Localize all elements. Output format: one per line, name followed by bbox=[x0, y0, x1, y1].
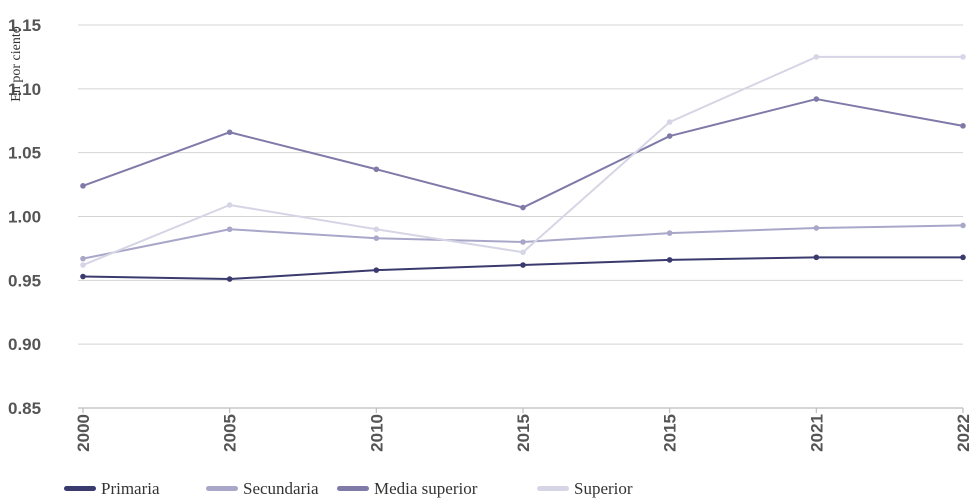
series-line bbox=[82, 55, 963, 266]
y-tick-label: 0.85 bbox=[8, 399, 41, 418]
y-tick-label: 0.95 bbox=[8, 271, 41, 290]
x-tick-label: 2005 bbox=[221, 414, 240, 452]
data-point bbox=[226, 202, 233, 208]
data-point bbox=[80, 273, 86, 280]
data-point bbox=[80, 183, 86, 189]
y-tick-label: 1.00 bbox=[8, 208, 41, 227]
y-tick-label: 0.90 bbox=[8, 335, 41, 354]
legend-swatch bbox=[206, 486, 238, 491]
data-point bbox=[960, 222, 966, 229]
data-point bbox=[226, 129, 233, 136]
data-point bbox=[373, 267, 380, 273]
data-point bbox=[666, 119, 673, 125]
data-point bbox=[520, 249, 526, 256]
x-tick-label: 2015 bbox=[514, 414, 533, 452]
series-secundaria bbox=[80, 222, 966, 262]
data-point bbox=[80, 262, 86, 268]
series-primaria bbox=[80, 254, 966, 282]
data-point bbox=[520, 204, 526, 211]
x-tick-label: 2000 bbox=[74, 414, 93, 452]
data-point bbox=[813, 225, 820, 231]
series-superior bbox=[80, 54, 966, 268]
x-axis-ticks: 2000 2005 2010 2015 2015 2021 2022 bbox=[74, 408, 971, 452]
x-tick-label: 2021 bbox=[807, 414, 826, 452]
legend-label: Media superior bbox=[374, 479, 478, 498]
x-tick-label: 2015 bbox=[661, 414, 680, 452]
legend: Primaria Secundaria Media superior Superior bbox=[64, 479, 633, 498]
data-point bbox=[960, 123, 966, 129]
data-point bbox=[960, 254, 966, 261]
y-axis-label: En por ciento bbox=[9, 26, 24, 101]
y-tick-label: 1.10 bbox=[8, 80, 41, 99]
y-tick-label: 1.15 bbox=[8, 16, 41, 35]
data-point bbox=[520, 239, 526, 245]
data-point bbox=[226, 226, 233, 233]
data-point bbox=[666, 257, 673, 263]
legend-label: Superior bbox=[574, 479, 633, 498]
y-tick-label: 1.05 bbox=[8, 144, 41, 163]
data-point bbox=[80, 255, 86, 262]
series-line bbox=[82, 256, 963, 281]
data-point bbox=[666, 133, 673, 139]
data-point bbox=[373, 166, 380, 173]
data-point bbox=[960, 54, 966, 60]
data-point bbox=[813, 96, 820, 102]
x-tick-label: 2010 bbox=[367, 414, 386, 452]
legend-swatch bbox=[537, 486, 569, 491]
series-lines bbox=[80, 54, 966, 282]
data-point bbox=[373, 235, 380, 242]
data-point bbox=[226, 276, 233, 282]
data-point bbox=[666, 230, 673, 236]
data-point bbox=[813, 54, 820, 60]
data-point bbox=[373, 226, 380, 233]
legend-swatch bbox=[64, 486, 96, 491]
data-point bbox=[813, 254, 820, 261]
y-axis-ticks: 0.85 0.90 0.95 1.00 1.05 1.10 1.15 bbox=[8, 16, 41, 418]
series-media-superior bbox=[80, 96, 966, 211]
legend-label: Secundaria bbox=[243, 479, 319, 498]
series-line bbox=[82, 98, 964, 209]
legend-swatch bbox=[337, 486, 369, 491]
legend-label: Primaria bbox=[101, 479, 160, 498]
x-tick-label: 2022 bbox=[954, 414, 971, 452]
data-point bbox=[520, 262, 526, 268]
grid-lines bbox=[78, 24, 963, 409]
